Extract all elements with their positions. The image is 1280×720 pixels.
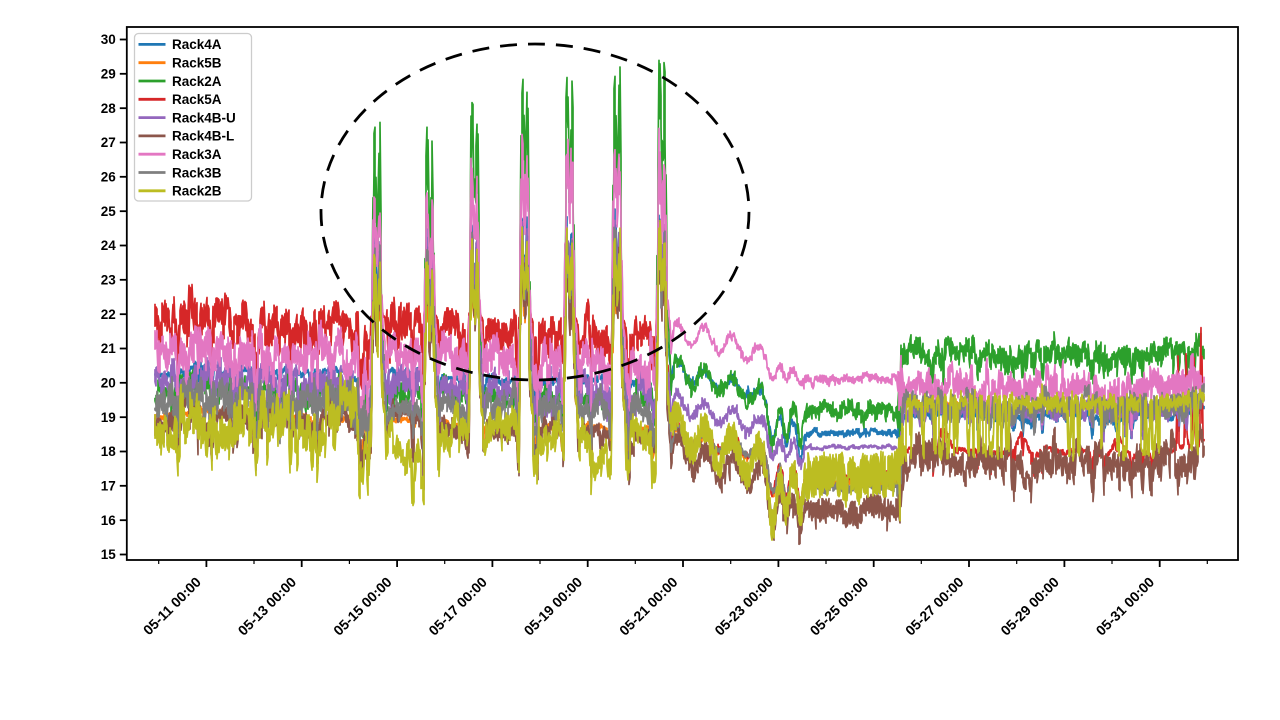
svg-text:30: 30 (101, 32, 116, 47)
svg-text:27: 27 (101, 135, 116, 150)
svg-text:Rack4A: Rack4A (172, 37, 222, 52)
svg-text:20: 20 (101, 376, 116, 391)
svg-text:24: 24 (101, 238, 117, 253)
svg-text:Rack4B-U: Rack4B-U (172, 110, 236, 125)
svg-text:16: 16 (101, 513, 117, 528)
svg-text:21: 21 (101, 341, 117, 356)
svg-text:18: 18 (101, 444, 117, 459)
svg-text:Rack4B-L: Rack4B-L (172, 129, 234, 144)
svg-text:25: 25 (101, 204, 117, 219)
svg-text:17: 17 (101, 479, 116, 494)
svg-text:15: 15 (101, 547, 117, 562)
svg-text:Rack3B: Rack3B (172, 165, 222, 180)
svg-text:Rack5A: Rack5A (172, 92, 222, 107)
svg-text:29: 29 (101, 67, 116, 82)
svg-text:23: 23 (101, 273, 117, 288)
svg-text:22: 22 (101, 307, 116, 322)
svg-text:Rack5B: Rack5B (172, 56, 222, 71)
svg-text:Rack3A: Rack3A (172, 147, 222, 162)
svg-text:28: 28 (101, 101, 117, 116)
svg-text:26: 26 (101, 170, 117, 185)
svg-text:Rack2A: Rack2A (172, 74, 222, 89)
svg-text:Rack2B: Rack2B (172, 184, 222, 199)
svg-text:19: 19 (101, 410, 116, 425)
